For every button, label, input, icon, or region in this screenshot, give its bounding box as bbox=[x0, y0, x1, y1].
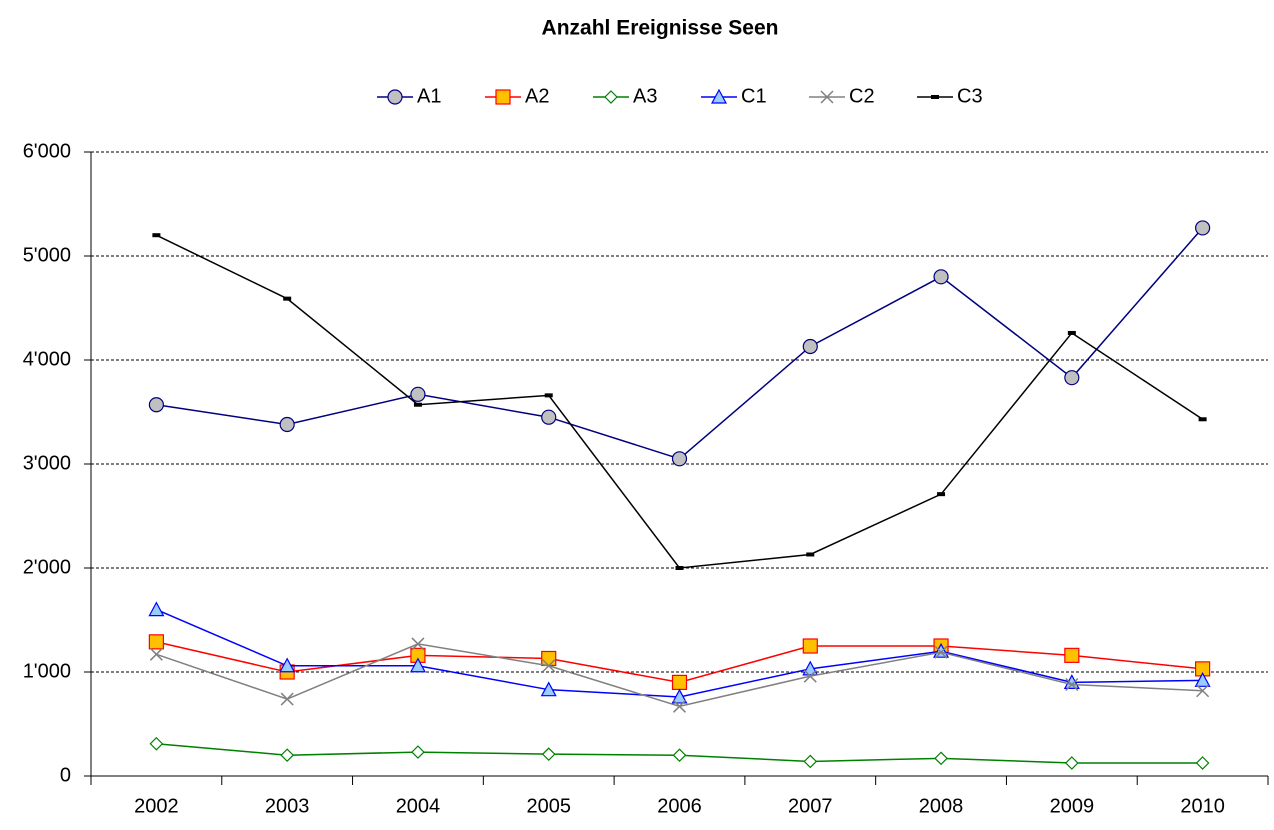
marker bbox=[802, 638, 818, 654]
marker bbox=[1067, 330, 1076, 335]
x-tick-label: 2003 bbox=[265, 795, 310, 817]
marker bbox=[1196, 684, 1210, 698]
x-tick-label: 2010 bbox=[1180, 795, 1225, 817]
y-tick-label: 1'000 bbox=[23, 660, 71, 682]
x-tick-label: 2002 bbox=[134, 795, 179, 817]
marker bbox=[671, 451, 688, 467]
marker bbox=[803, 669, 817, 683]
marker bbox=[937, 492, 946, 497]
marker bbox=[540, 681, 557, 697]
series-line bbox=[156, 234, 1204, 569]
x-tick-label: 2007 bbox=[788, 795, 833, 817]
marker bbox=[283, 296, 292, 301]
marker bbox=[931, 95, 939, 99]
marker bbox=[280, 748, 295, 763]
y-tick-label: 4'000 bbox=[23, 348, 71, 370]
marker bbox=[675, 566, 684, 570]
marker bbox=[710, 88, 728, 104]
marker bbox=[279, 657, 296, 673]
legend-label: A3 bbox=[633, 85, 657, 107]
marker bbox=[541, 747, 556, 762]
legend-label: C3 bbox=[957, 85, 983, 107]
marker bbox=[387, 89, 403, 105]
marker bbox=[1064, 370, 1080, 386]
y-tick-label: 6'000 bbox=[23, 140, 71, 162]
x-tick-label: 2005 bbox=[526, 795, 571, 817]
marker bbox=[542, 659, 556, 673]
marker bbox=[806, 552, 815, 557]
marker bbox=[413, 402, 422, 407]
marker bbox=[152, 233, 161, 238]
marker bbox=[1198, 417, 1207, 422]
marker bbox=[409, 657, 426, 673]
y-tick-label: 5'000 bbox=[23, 244, 71, 266]
marker bbox=[934, 751, 948, 766]
marker bbox=[1065, 677, 1079, 692]
marker bbox=[411, 637, 425, 651]
legend-label: C1 bbox=[741, 85, 767, 107]
x-tick-label: 2008 bbox=[919, 795, 964, 817]
y-tick-label: 3'000 bbox=[23, 452, 71, 474]
x-tick-label: 2006 bbox=[657, 795, 702, 817]
marker bbox=[671, 688, 688, 704]
x-tick-label: 2004 bbox=[396, 795, 441, 817]
y-tick-label: 2'000 bbox=[23, 556, 71, 578]
marker bbox=[544, 393, 553, 398]
marker bbox=[495, 89, 511, 105]
series-line bbox=[156, 227, 1204, 460]
marker bbox=[672, 748, 687, 763]
marker bbox=[803, 754, 818, 769]
marker bbox=[149, 736, 164, 751]
marker bbox=[604, 90, 618, 104]
marker bbox=[672, 699, 687, 713]
marker bbox=[933, 269, 949, 285]
marker bbox=[148, 634, 164, 650]
legend-label: A1 bbox=[417, 85, 441, 107]
marker bbox=[933, 642, 950, 658]
marker bbox=[802, 338, 818, 355]
marker bbox=[820, 90, 834, 104]
marker bbox=[541, 409, 557, 425]
marker bbox=[410, 386, 426, 402]
marker bbox=[279, 416, 295, 433]
marker bbox=[541, 650, 557, 667]
marker bbox=[934, 645, 948, 659]
legend-label: C2 bbox=[849, 85, 875, 107]
marker bbox=[1195, 756, 1210, 770]
x-tick-label: 2009 bbox=[1050, 795, 1095, 817]
marker bbox=[148, 397, 164, 413]
marker bbox=[1194, 672, 1211, 687]
y-tick-label: 0 bbox=[60, 764, 71, 786]
marker bbox=[671, 674, 688, 691]
marker bbox=[280, 692, 294, 706]
marker bbox=[1064, 756, 1079, 770]
marker bbox=[1195, 220, 1211, 236]
marker bbox=[148, 601, 165, 617]
chart-title: Anzahl Ereignisse Seen bbox=[542, 17, 779, 40]
marker bbox=[1064, 647, 1080, 663]
marker bbox=[149, 647, 163, 661]
marker bbox=[411, 745, 425, 759]
legend-label: A2 bbox=[525, 85, 549, 107]
